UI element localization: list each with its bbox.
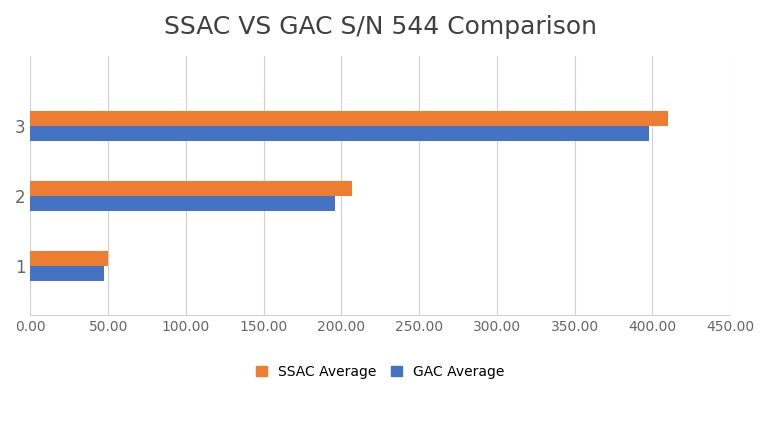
Bar: [31, 126, 649, 142]
Bar: [31, 181, 352, 196]
Bar: [31, 111, 667, 126]
Legend: SSAC Average, GAC Average: SSAC Average, GAC Average: [249, 358, 511, 386]
Bar: [31, 251, 108, 266]
Bar: [31, 266, 104, 281]
Title: SSAC VS GAC S/N 544 Comparison: SSAC VS GAC S/N 544 Comparison: [164, 15, 597, 39]
Bar: [31, 196, 335, 211]
